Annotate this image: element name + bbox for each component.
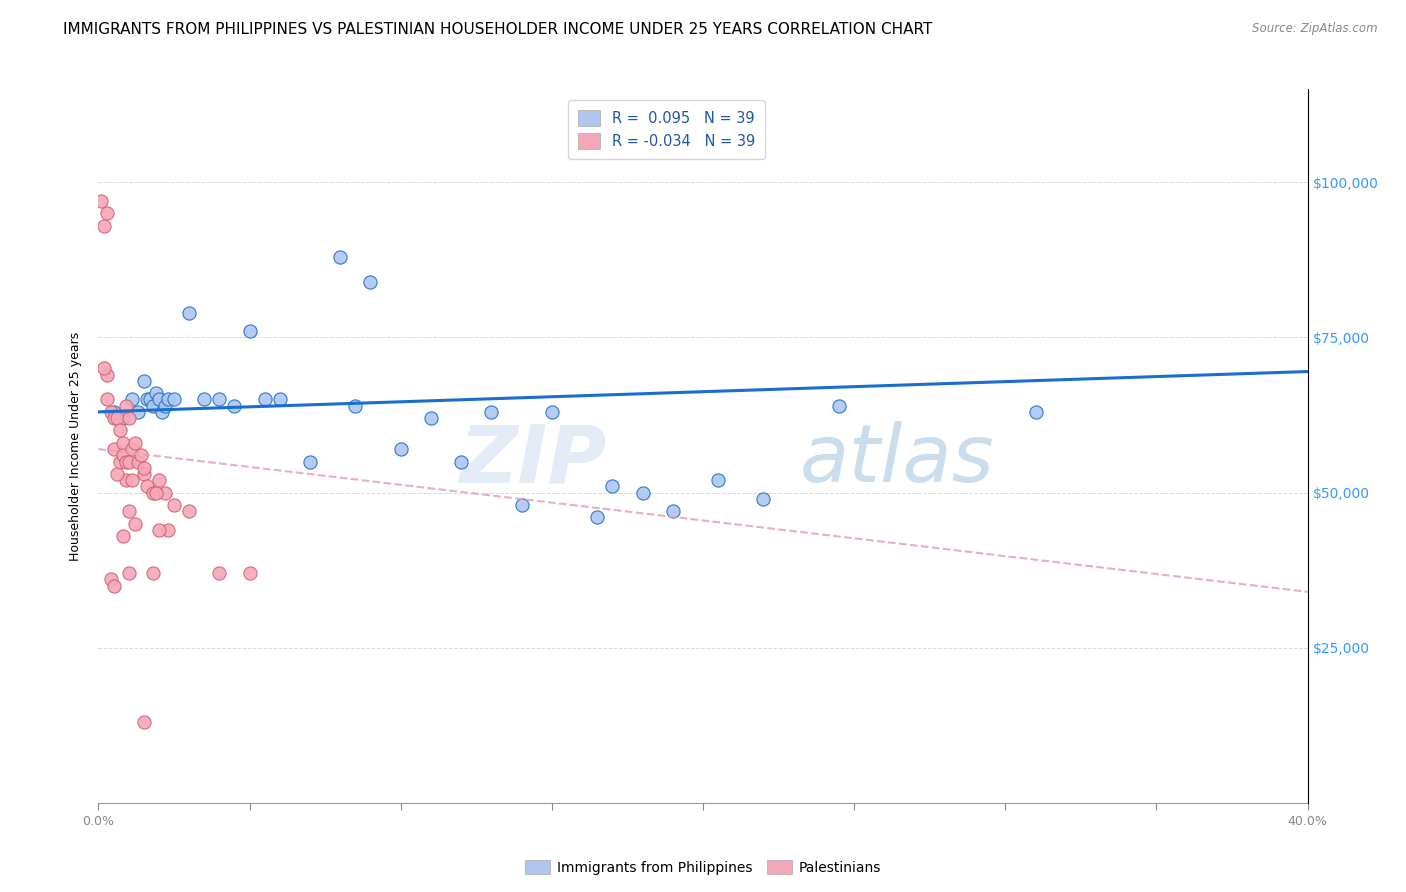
Point xyxy=(540,405,562,419)
Point xyxy=(224,399,246,413)
Point xyxy=(602,479,624,493)
Point xyxy=(661,504,683,518)
Point xyxy=(103,405,125,419)
Point xyxy=(96,206,118,220)
Point xyxy=(145,386,167,401)
Point xyxy=(132,460,155,475)
Point xyxy=(239,566,262,581)
Point xyxy=(114,473,136,487)
Point xyxy=(253,392,276,407)
Point xyxy=(121,442,143,456)
Point xyxy=(111,436,134,450)
Point xyxy=(105,411,128,425)
Point xyxy=(108,424,131,438)
Point xyxy=(90,194,112,208)
Point xyxy=(148,392,170,407)
Point xyxy=(163,498,186,512)
Point xyxy=(153,399,176,413)
Point xyxy=(148,473,170,487)
Point xyxy=(269,392,291,407)
Point xyxy=(193,392,215,407)
Point xyxy=(329,250,352,264)
Point xyxy=(145,485,167,500)
Y-axis label: Householder Income Under 25 years: Householder Income Under 25 years xyxy=(69,331,83,561)
Point xyxy=(103,442,125,456)
Point xyxy=(118,504,141,518)
Point xyxy=(108,454,131,468)
Point xyxy=(111,529,134,543)
Point xyxy=(142,399,165,413)
Point xyxy=(142,566,165,581)
Text: atlas: atlas xyxy=(800,421,994,500)
Point xyxy=(100,405,122,419)
Point xyxy=(208,392,231,407)
Point xyxy=(156,523,179,537)
Point xyxy=(586,510,609,524)
Point xyxy=(344,399,367,413)
Point xyxy=(114,399,136,413)
Point xyxy=(1024,405,1046,419)
Point xyxy=(707,473,730,487)
Point xyxy=(360,275,382,289)
Point xyxy=(114,454,136,468)
Point xyxy=(156,392,179,407)
Text: ZIP: ZIP xyxy=(458,421,606,500)
Point xyxy=(132,374,155,388)
Point xyxy=(111,411,134,425)
Point xyxy=(127,454,149,468)
Point xyxy=(389,442,412,456)
Point xyxy=(124,516,146,531)
Point xyxy=(631,485,654,500)
Point xyxy=(135,392,157,407)
Point xyxy=(153,485,176,500)
Point xyxy=(142,485,165,500)
Point xyxy=(111,448,134,462)
Text: Source: ZipAtlas.com: Source: ZipAtlas.com xyxy=(1253,22,1378,36)
Point xyxy=(148,523,170,537)
Point xyxy=(100,573,122,587)
Point xyxy=(481,405,503,419)
Legend: R =  0.095   N = 39, R = -0.034   N = 39: R = 0.095 N = 39, R = -0.034 N = 39 xyxy=(568,100,765,159)
Point xyxy=(420,411,443,425)
Point xyxy=(105,467,128,481)
Point xyxy=(135,479,157,493)
Text: IMMIGRANTS FROM PHILIPPINES VS PALESTINIAN HOUSEHOLDER INCOME UNDER 25 YEARS COR: IMMIGRANTS FROM PHILIPPINES VS PALESTINI… xyxy=(63,22,932,37)
Point xyxy=(121,473,143,487)
Point xyxy=(163,392,186,407)
Point xyxy=(179,504,201,518)
Point xyxy=(132,467,155,481)
Point xyxy=(93,219,115,233)
Point xyxy=(118,454,141,468)
Point xyxy=(96,368,118,382)
Point xyxy=(103,411,125,425)
Point xyxy=(450,454,472,468)
Point xyxy=(118,411,141,425)
Point xyxy=(93,361,115,376)
Point xyxy=(121,392,143,407)
Point xyxy=(118,566,141,581)
Point xyxy=(96,392,118,407)
Point xyxy=(132,715,155,730)
Point xyxy=(103,579,125,593)
Point xyxy=(752,491,775,506)
Point xyxy=(239,324,262,338)
Point xyxy=(124,436,146,450)
Point xyxy=(150,405,173,419)
Point xyxy=(208,566,231,581)
Legend: Immigrants from Philippines, Palestinians: Immigrants from Philippines, Palestinian… xyxy=(520,855,886,880)
Point xyxy=(129,448,152,462)
Point xyxy=(139,392,162,407)
Point xyxy=(127,405,149,419)
Point xyxy=(179,305,201,319)
Point xyxy=(510,498,533,512)
Point xyxy=(828,399,851,413)
Point xyxy=(299,454,322,468)
